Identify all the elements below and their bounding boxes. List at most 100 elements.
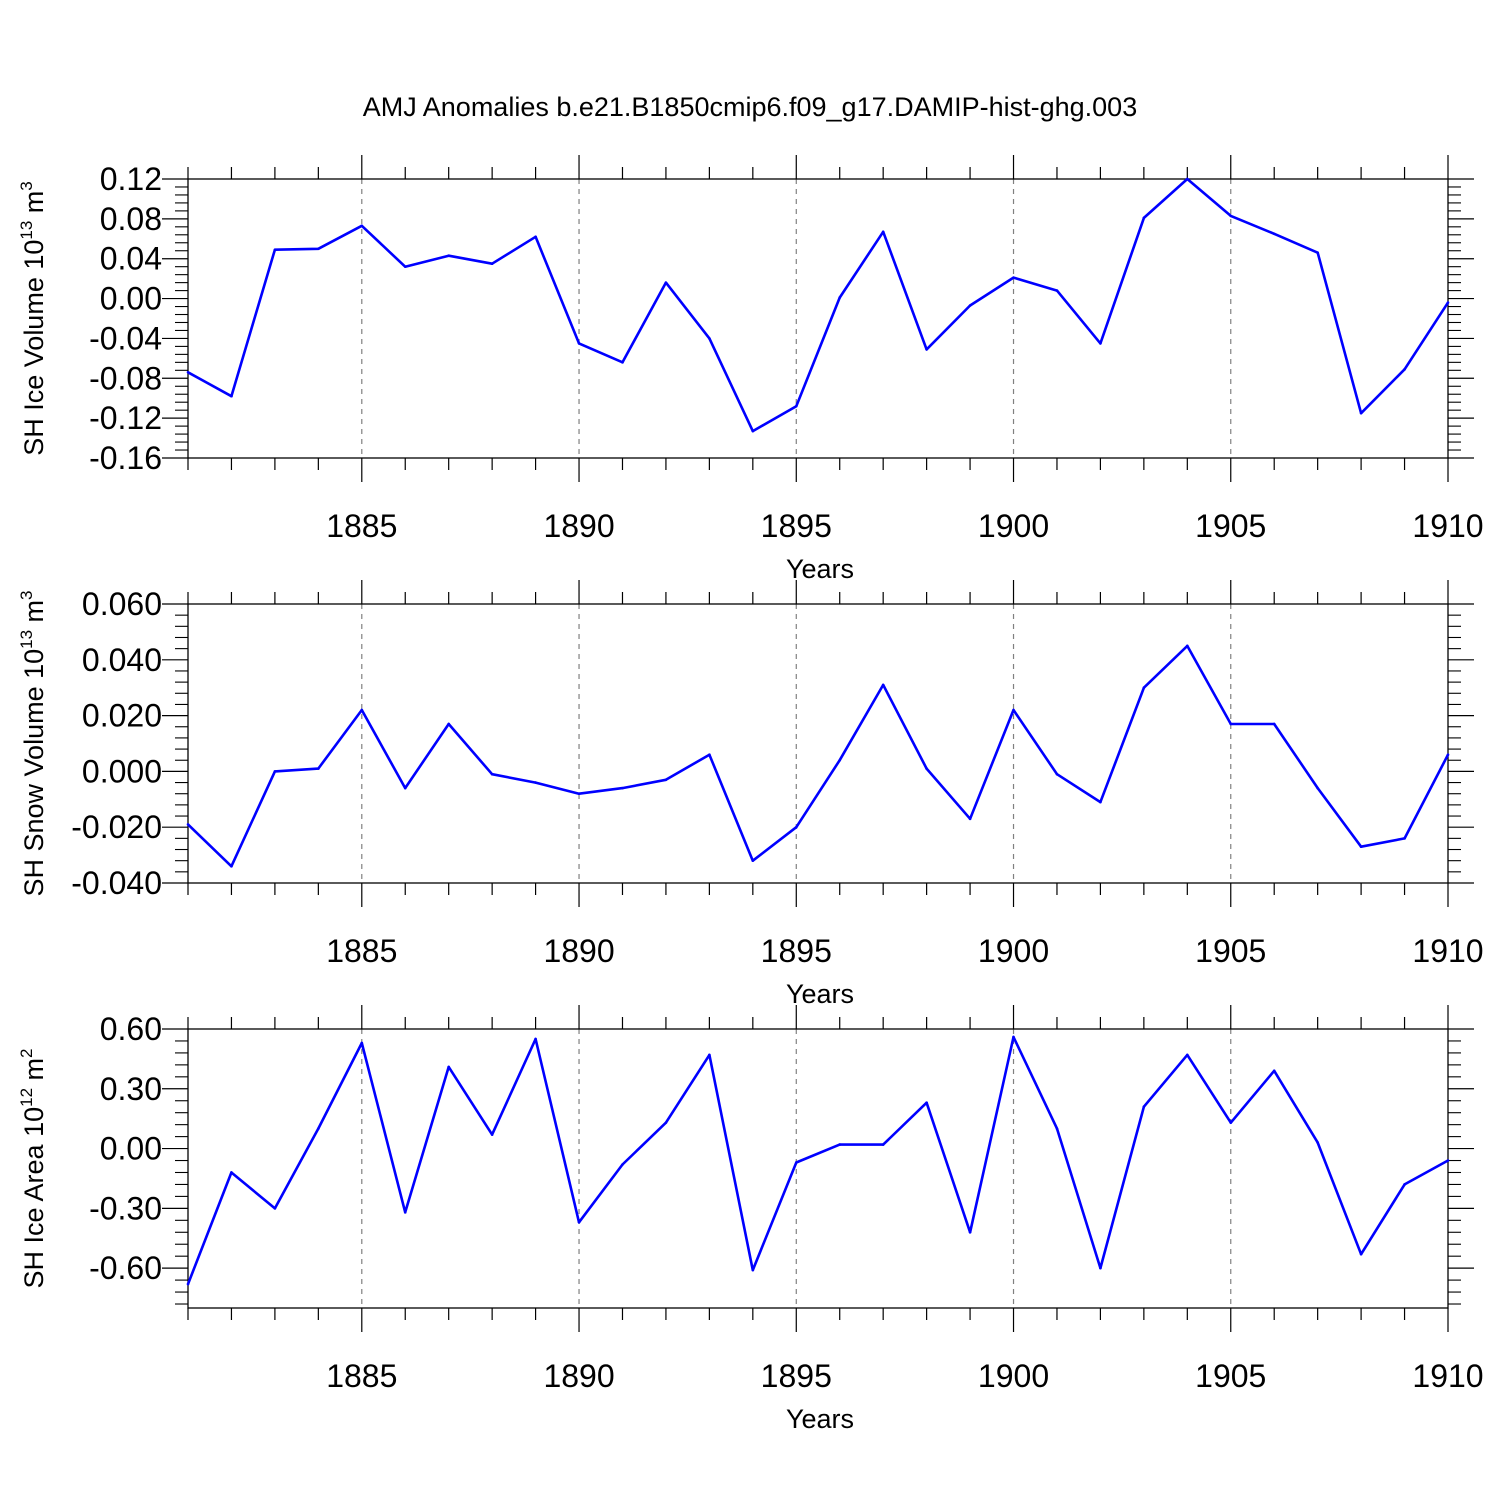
data-point	[621, 361, 624, 364]
data-point	[230, 1171, 233, 1174]
data-point	[1316, 1141, 1319, 1144]
plot-frame	[187, 178, 1449, 459]
data-point	[794, 825, 798, 829]
data-point	[881, 230, 885, 234]
figure-title: AMJ Anomalies b.e21.B1850cmip6.f09_g17.D…	[363, 92, 1137, 122]
series-line	[186, 1035, 1449, 1285]
y-axis-label-text: SH Ice Volume 10	[19, 240, 49, 456]
data-point	[360, 1041, 364, 1045]
data-point	[230, 394, 233, 398]
chart-panel-2: -0.040 -0.020 0.000 0.020 0.040 0.060 1885 1890…	[17, 580, 1484, 1009]
data-point	[1359, 411, 1363, 415]
y-axis-label-text: SH Snow Volume 10	[19, 649, 49, 897]
data-point	[708, 1053, 711, 1057]
data-point	[1099, 342, 1102, 345]
data-point	[186, 1282, 190, 1286]
data-point	[1012, 276, 1015, 279]
chart-panel-3: -0.60 -0.30 0.00 0.30 0.60 1885 1890 1895 1900 19…	[17, 1005, 1484, 1434]
data-point	[751, 1268, 755, 1272]
y-axis-label: SH Ice Volume 1013 m3	[17, 181, 49, 456]
data-point	[1186, 1053, 1189, 1057]
data-point	[273, 770, 277, 773]
data-point	[1099, 1266, 1102, 1270]
data-point	[968, 304, 972, 307]
data-point	[186, 371, 190, 374]
data-point	[621, 786, 624, 790]
y-axis-label: SH Ice Area 1012 m2	[17, 1049, 49, 1289]
x-tick-label: 1910	[1412, 508, 1483, 544]
data-point	[881, 683, 885, 687]
y-axis-label-text: SH Ice Area 10	[19, 1107, 49, 1289]
data-point	[534, 781, 537, 784]
data-point	[1272, 722, 1276, 726]
y-tick-label: 0.04	[100, 241, 162, 277]
data-point	[1446, 301, 1450, 304]
plot-frame	[187, 603, 1449, 884]
x-tick-label: 1890	[543, 508, 614, 544]
data-point	[447, 1065, 450, 1069]
y-axis-label-unit: m	[19, 1058, 49, 1088]
data-point	[1403, 368, 1406, 371]
data-point	[360, 708, 364, 712]
data-point	[881, 1143, 885, 1146]
x-tick-label: 1905	[1195, 1358, 1266, 1394]
y-tick-label: -0.040	[71, 865, 162, 901]
y-tick-label: -0.30	[89, 1190, 162, 1226]
data-point	[534, 235, 537, 239]
x-tick-label: 1885	[326, 933, 397, 969]
data-point	[751, 859, 755, 862]
y-tick-label: -0.04	[89, 320, 162, 356]
x-tick-label: 1900	[978, 1358, 1049, 1394]
data-point	[1229, 722, 1233, 726]
data-point	[230, 864, 233, 868]
data-point	[186, 823, 190, 826]
series-line	[187, 644, 1450, 868]
data-point	[577, 792, 581, 796]
data-point	[838, 296, 842, 299]
data-point	[1272, 232, 1276, 236]
data-point	[1359, 845, 1363, 849]
y-axis-label-exponent: 13	[17, 221, 36, 240]
y-axis-label-unit: m	[19, 191, 49, 221]
data-point	[317, 1127, 320, 1130]
x-axis-label: Years	[786, 979, 854, 1009]
data-point	[534, 1037, 537, 1041]
data-point	[360, 224, 364, 228]
x-tick-label: 1895	[761, 933, 832, 969]
plot-frame	[187, 1028, 1449, 1309]
data-point	[1446, 1159, 1450, 1162]
data-point	[447, 254, 450, 258]
data-point	[1272, 1069, 1276, 1073]
data-point	[447, 722, 450, 726]
data-point	[1229, 1121, 1233, 1124]
y-tick-label: -0.12	[89, 400, 162, 436]
data-point	[968, 1230, 972, 1234]
chart-panel-1: -0.16 -0.12 -0.08 -0.040.00 0.04 0.08 0.12 1885…	[17, 155, 1484, 584]
data-point	[1403, 1183, 1406, 1186]
data-point	[1055, 1127, 1059, 1130]
x-tick-label: 1895	[761, 508, 832, 544]
data-point	[1099, 800, 1102, 804]
data-point	[490, 262, 494, 265]
data-point	[708, 753, 711, 756]
y-tick-label: -0.60	[89, 1250, 162, 1286]
data-point	[1316, 251, 1319, 255]
y-axis-label-exponent: 12	[17, 1088, 36, 1107]
data-point	[1142, 216, 1146, 220]
data-point	[577, 342, 581, 345]
y-tick-label: 0.12	[100, 161, 162, 197]
y-axis-label-unit: m	[19, 600, 49, 630]
data-point	[1142, 686, 1146, 689]
data-point	[751, 429, 755, 433]
data-point	[317, 247, 320, 251]
data-point	[925, 1101, 928, 1105]
data-point	[403, 786, 407, 790]
x-tick-label: 1890	[543, 933, 614, 969]
data-point	[621, 1163, 624, 1166]
x-tick-label: 1900	[978, 933, 1049, 969]
data-point	[490, 772, 494, 776]
x-tick-label: 1905	[1195, 508, 1266, 544]
y-tick-label: 0.060	[82, 586, 162, 622]
data-point	[577, 1221, 581, 1224]
y-axis-label: SH Snow Volume 1013 m3	[17, 590, 49, 896]
